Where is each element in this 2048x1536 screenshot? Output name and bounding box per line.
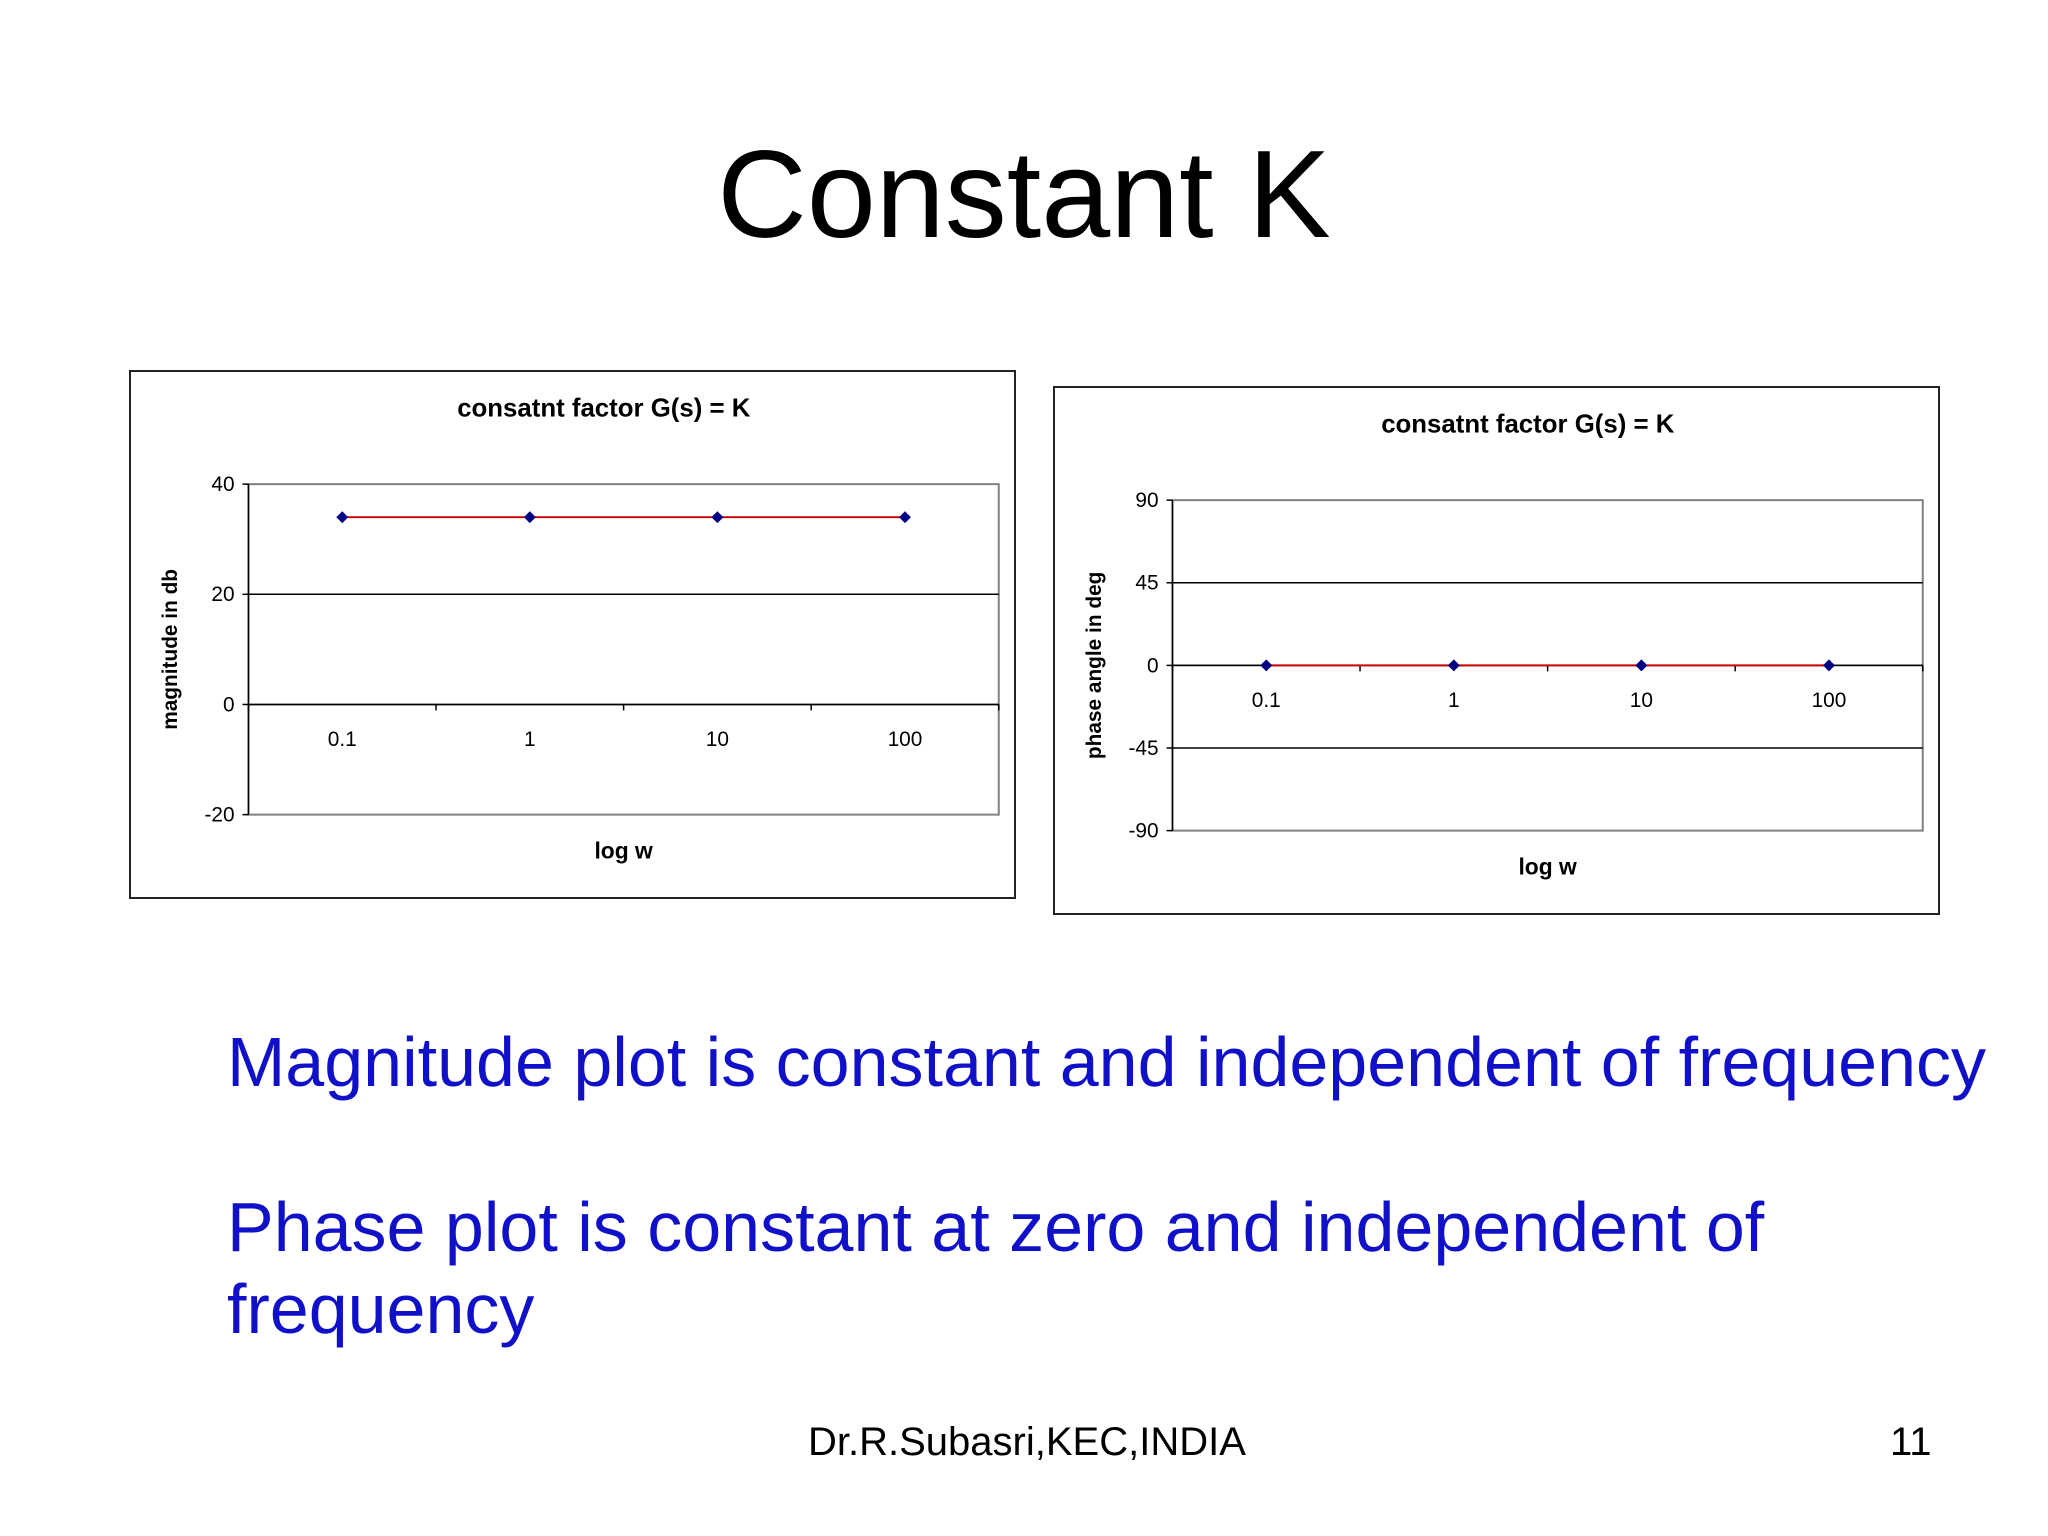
footer-author: Dr.R.Subasri,KEC,INDIA	[808, 1420, 1246, 1464]
y-tick-label: -20	[204, 804, 234, 827]
data-point	[1823, 659, 1835, 672]
bullet-magnitude: Magnitude plot is constant and independe…	[227, 1023, 1987, 1101]
slide-title: Constant K	[717, 126, 1331, 264]
y-tick-label: -90	[1128, 820, 1158, 843]
magnitude-chart-svg: consatnt factor G(s) = K -20 0 20 40 0.1 1 10 10…	[159, 395, 1000, 863]
x-axis-label: log w	[1518, 853, 1577, 879]
y-axis-label: magnitude in db	[159, 569, 182, 730]
chart-title: consatnt factor G(s) = K	[457, 395, 750, 423]
y-tick-label: 20	[211, 583, 234, 606]
y-axis-label: phase angle in deg	[1083, 572, 1106, 760]
x-tick-label: 10	[706, 728, 729, 751]
page-number: 11	[1890, 1420, 1932, 1464]
y-tick-label: 40	[211, 473, 234, 496]
plot-area	[247, 483, 1000, 816]
x-axis-label: log w	[594, 837, 653, 863]
x-tick-label: 0.1	[328, 728, 357, 751]
x-tick-label: 10	[1630, 689, 1653, 712]
y-tick-label: 0	[1147, 654, 1159, 677]
y-tick-label: 45	[1135, 572, 1158, 595]
x-tick-label: 1	[1448, 689, 1460, 712]
y-tick-label: 90	[1135, 489, 1158, 512]
y-tick-label: -45	[1128, 737, 1158, 760]
bullet-phase: Phase plot is constant at zero and indep…	[227, 1188, 1765, 1266]
x-tick-label: 100	[888, 728, 923, 751]
x-tick-label: 100	[1812, 689, 1847, 712]
y-tick-label: 0	[223, 693, 235, 716]
x-tick-label: 1	[524, 728, 536, 751]
phase-chart-svg: consatnt factor G(s) = K -90 -45 0 45 90 0.1 1 1…	[1083, 411, 1924, 879]
phase-chart: consatnt factor G(s) = K -90 -45 0 45 90 0.1 1 1…	[1053, 386, 1940, 915]
x-tick-label: 0.1	[1252, 689, 1281, 712]
bullet-phase-continued: frequency	[227, 1270, 535, 1348]
chart-title: consatnt factor G(s) = K	[1381, 411, 1674, 439]
magnitude-chart: consatnt factor G(s) = K -20 0 20 40 0.1 1 10 10…	[129, 370, 1016, 899]
